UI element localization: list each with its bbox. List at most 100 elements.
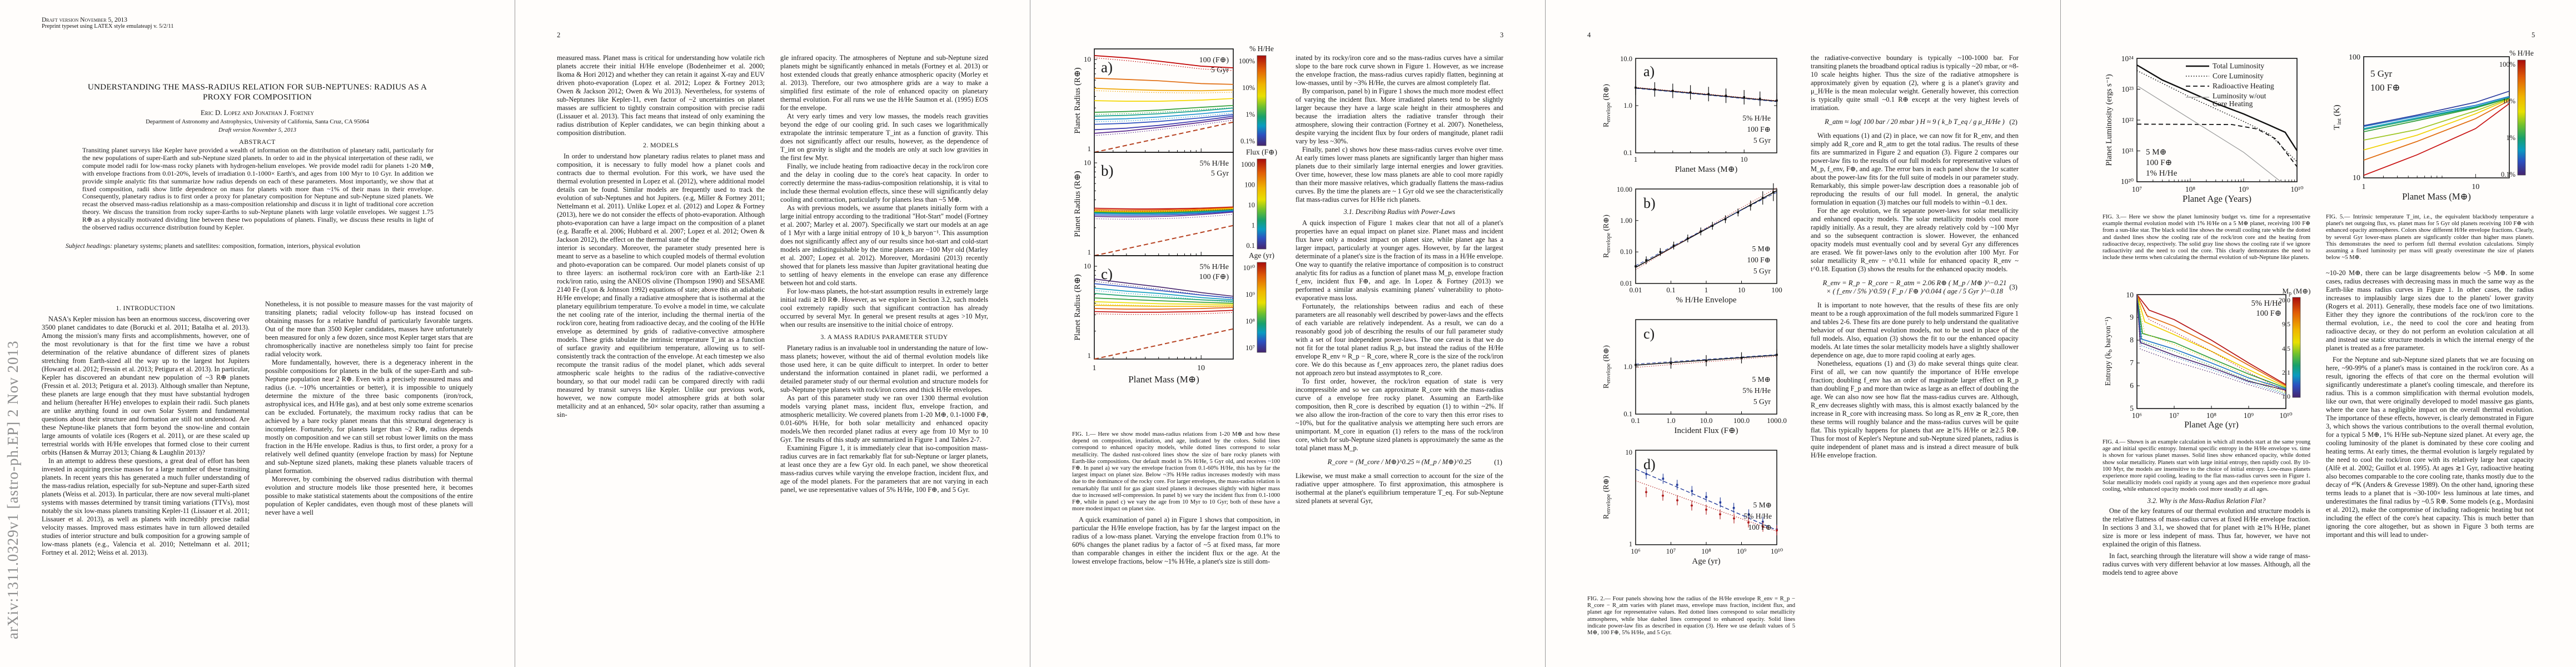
data-points <box>1635 354 1778 366</box>
equation-2-body: R_atm ≈ log( 100 bar / 20 mbar ) H ≈ 9 (… <box>1825 118 2005 126</box>
colorbar-tick: 0.1% <box>1240 137 1255 145</box>
paragraph: the radiative-convective boundary is typ… <box>1811 54 2019 112</box>
x-tick: 1 <box>1093 364 1097 372</box>
x-tick: 10⁸ <box>2185 185 2196 193</box>
x-tick: 10⁶ <box>2132 411 2142 420</box>
draft-header: Draft version November 5, 2013 Preprint … <box>42 17 173 29</box>
colorbar-tick: 10⁹ <box>1245 291 1255 298</box>
fig1-panel-a: 10 1 <box>1073 44 1274 153</box>
colorbar-tick: 0.1 <box>1246 242 1255 250</box>
paragraph: In fact, searching through the literatur… <box>2102 551 2310 576</box>
colorbar-tick: 10% <box>1242 84 1255 92</box>
figure-1-caption: FIG. 1.— Here we show model mass-radius … <box>1072 431 1280 512</box>
paragraph: A quick examination of panel a) in Figur… <box>1072 516 1280 566</box>
panel-label: 5 Gyr <box>1753 397 1771 406</box>
tick-label: 1.0 <box>1623 102 1632 109</box>
paragraph: In an attempt to address these questions… <box>42 457 250 556</box>
tick-label: 10²² <box>2121 116 2134 125</box>
panel-label: 5 M⊕ <box>1753 501 1772 509</box>
colorbar-tick: 10¹⁰ <box>1243 264 1255 272</box>
x-tick: 10 <box>1197 364 1205 372</box>
equation-1-body: R_core = (M_core / M⊕)^0.25 ≈ (M_p / M⊕)… <box>1327 458 1472 466</box>
tick-label: 6 <box>2130 381 2134 390</box>
figure-5-tint-vs-mass: 5 Gyr 100 F⊕ 100 10 1 10 Planet Mass (M⊕… <box>2333 49 2534 202</box>
x-tick: 1000.0 <box>1767 416 1787 425</box>
colorbar-title: % H/He <box>1249 44 1274 53</box>
tick-label: 10.0 <box>1620 55 1632 63</box>
panel-tag: a) <box>1101 59 1113 76</box>
tick-label: 10 <box>2126 291 2134 299</box>
x-tick: 0.1 <box>1631 416 1640 425</box>
page-number: 4 <box>1587 31 1591 39</box>
tick-label: 100 <box>2349 53 2360 62</box>
colorbar-tick: 9.5 <box>2282 320 2290 328</box>
paragraph: More fundamentally, however, there is a … <box>265 359 473 475</box>
x-tick: 10⁸ <box>1701 547 1711 555</box>
y-axis-title: Planet Luminosity (ergs s⁻¹) <box>2105 74 2114 166</box>
tick-label: 5 <box>2130 404 2134 412</box>
panel-label: 5 Gyr <box>1753 136 1771 145</box>
abstract-heading: ABSTRACT <box>239 138 276 146</box>
paragraph: In order to understand how planetary rad… <box>557 152 765 243</box>
tick-label: 10 <box>1626 449 1633 456</box>
x-axis-title: % H/He Envelope <box>1676 296 1736 305</box>
section-3-2-heading: 3.2. Why is the Mass-Radius Relation Fla… <box>2147 496 2266 505</box>
paragraph: Planetary radius is an invaluable tool i… <box>780 344 988 394</box>
y-axis-title: Planet Radius (R⊕) <box>1073 274 1082 340</box>
colorbar <box>1257 158 1267 250</box>
paragraph: inated by its rocky/iron core and so the… <box>1296 54 1503 87</box>
tick-label: 10 <box>2353 174 2360 182</box>
colorbar-tick: 100 <box>1244 181 1255 189</box>
x-tick: 10 <box>1738 286 1745 294</box>
equation-2-tag: (2) <box>2009 118 2017 126</box>
tick-label: 10 <box>1084 55 1091 63</box>
affiliation: Department of Astronomy and Astrophysics… <box>146 118 369 125</box>
page-3: 3 10 1 <box>1030 0 1546 667</box>
paragraph: For the age evolution, we fit separate p… <box>1811 207 2019 273</box>
colorbar-tick: 1% <box>1245 111 1255 118</box>
fig1a-curves <box>1094 55 1234 153</box>
paragraph: Nonetheless, equations (1) and (3) do ma… <box>1811 360 2019 459</box>
panel-label: 5 M⊕ <box>1752 245 1771 253</box>
panel-tag: a) <box>1643 63 1655 79</box>
preprint-line: Preprint typeset using LATEX style emula… <box>42 23 174 29</box>
x-tick: 10¹⁰ <box>2280 411 2293 420</box>
x-tick: 10⁹ <box>1737 547 1747 555</box>
subject-rest: planetary systems; planets and satellite… <box>112 242 361 250</box>
paragraph: For low-mass planets, the hot-start assu… <box>780 287 988 328</box>
fig1c-curves <box>1094 278 1234 360</box>
colorbar-tick: 10⁸ <box>1245 317 1255 325</box>
page-2: 2 measured mass. Planet mass is critical… <box>515 0 1030 667</box>
panel-label: 5% H/He <box>1743 512 1772 520</box>
section-3-1-heading: 3.1. Describing Radius with Power-Laws <box>1343 208 1456 216</box>
p5-col2-lower: FIG. 5.— Intrinsic temperature T_int, i.… <box>2326 214 2534 660</box>
tick-label: 0.1 <box>1623 149 1632 157</box>
colorbar-tick: 10⁷ <box>1245 344 1255 352</box>
page-number: 2 <box>557 31 561 39</box>
figure-3-caption: FIG. 3.— Here we show the planet luminos… <box>2102 214 2310 283</box>
draft-version-line: Draft version November 5, 2013 <box>42 17 127 23</box>
panel-label: 1% H/He <box>2146 169 2178 178</box>
panel-tag: c) <box>1643 326 1655 342</box>
paragraph: interior is secondary. Moreover, the par… <box>557 244 765 419</box>
paragraph: For the Neptune and sub-Neptune sized pl… <box>2326 356 2534 539</box>
paragraph: It is important to note however, that th… <box>1811 301 2019 359</box>
tick-label: 7 <box>2130 359 2134 367</box>
colorbar-title: % H/He <box>2509 49 2534 57</box>
panel-tag: b) <box>1643 195 1656 211</box>
colorbar-title: Flux (F⊕) <box>1246 148 1277 156</box>
figure-2-caption: FIG. 2.— Four panels showing how the rad… <box>1587 596 1795 660</box>
paragraph: Finally, panel c) shows how these mass-r… <box>1296 146 1503 203</box>
tick-label: 1 <box>1629 540 1632 548</box>
fig3-lines <box>2136 64 2298 182</box>
legend-label: Core Heating <box>2213 99 2253 108</box>
y-axis-title: Planet Radius (R⊕) <box>1073 67 1082 133</box>
x-tick: 10¹⁰ <box>1771 547 1783 555</box>
tick-label: 10²⁰ <box>2121 177 2134 186</box>
figure-5-caption-text: FIG. 5.— Intrinsic temperature T_int, i.… <box>2326 214 2534 261</box>
x-tick: 100 <box>1771 286 1782 294</box>
tick-label: 1 <box>1088 145 1092 153</box>
paragraph: Moreover, by combining the observed radi… <box>265 475 473 516</box>
panel-label: 100 F⊕ <box>1748 523 1772 531</box>
y-axis-title: Entropy (kb baryon⁻¹) <box>2104 317 2114 386</box>
